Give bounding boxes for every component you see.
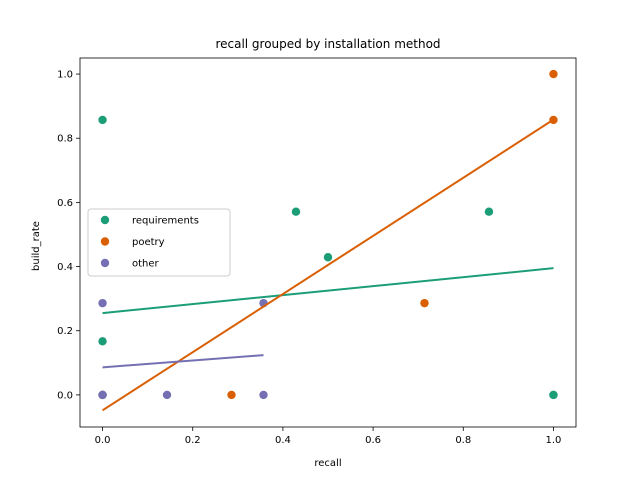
legend-box [87, 208, 231, 277]
x-tick-label: 0.6 [365, 435, 381, 446]
legend-marker-other [100, 258, 110, 268]
axes-frame [79, 57, 577, 428]
y-tick-label: 0.0 [57, 390, 73, 401]
legend-marker-poetry [100, 237, 110, 246]
data-point-requirements [484, 207, 494, 216]
legend-label-other: other [132, 259, 160, 270]
y-tick-label: 0.6 [57, 198, 73, 209]
plot-area: 0.0 0.2 0.4 0.6 0.8 1.0 0.0 0.2 0.4 0.6 0.8 1.0 [57, 57, 577, 446]
data-point-other [98, 298, 107, 308]
x-tick-label: 0.0 [95, 435, 111, 446]
legend: requirements poetry other [87, 208, 231, 277]
data-point-requirements [291, 207, 301, 216]
x-axis-label: recall [314, 458, 341, 469]
x-tick-label: 0.8 [455, 435, 471, 446]
data-point-poetry [227, 390, 236, 400]
x-tick-label: 1.0 [546, 435, 562, 446]
data-point-other [162, 390, 172, 400]
data-point-requirements [323, 253, 333, 262]
data-point-other [98, 390, 107, 400]
legend-marker-requirements [100, 215, 110, 225]
y-tick-label: 1.0 [57, 70, 73, 81]
y-tick-label: 0.8 [57, 134, 73, 145]
legend-label-requirements: requirements [132, 216, 199, 227]
x-tick-label: 0.4 [275, 435, 291, 446]
data-point-poetry [549, 69, 558, 79]
data-point-requirements [549, 390, 558, 400]
y-tick-label: 0.4 [57, 262, 73, 273]
fit-line-other [102, 354, 264, 369]
fit-line-requirements [102, 267, 554, 315]
y-tick-label: 0.2 [57, 326, 73, 337]
data-point-requirements [98, 115, 107, 125]
legend-label-poetry: poetry [132, 237, 165, 248]
data-point-poetry [420, 298, 429, 308]
x-tick-label: 0.2 [185, 435, 201, 446]
data-point-requirements [98, 337, 107, 346]
data-point-other [259, 390, 268, 400]
chart-title: recall grouped by installation method [215, 37, 440, 51]
y-axis-label: build_rate [31, 221, 42, 271]
